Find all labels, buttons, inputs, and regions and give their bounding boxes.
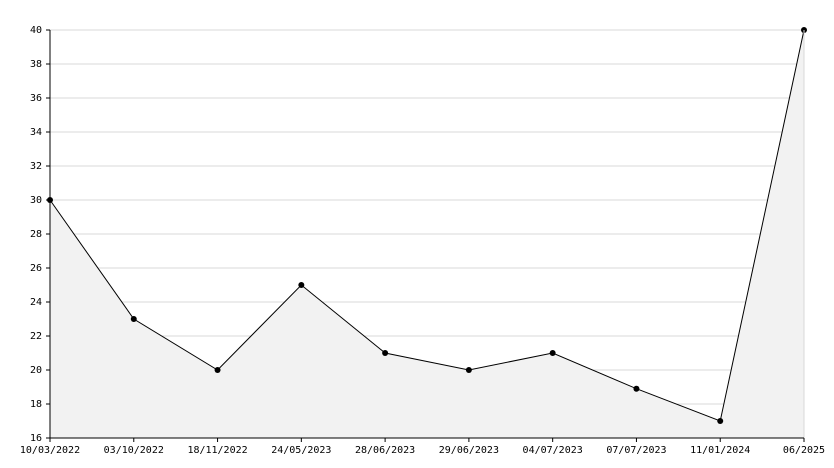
area: [50, 30, 804, 438]
point-marker: [633, 385, 640, 392]
point-marker: [298, 282, 305, 288]
x-tick-label: 18/11/2022: [187, 445, 247, 456]
point-marker: [717, 418, 724, 424]
point-marker: [214, 367, 221, 373]
y-tick-label: 40: [30, 25, 42, 36]
y-tick-label: 24: [30, 297, 42, 308]
point-marker: [382, 350, 389, 356]
y-tick-label: 20: [30, 365, 42, 376]
x-tick-label: 03/10/2022: [104, 445, 164, 456]
y-tick-label: 36: [30, 93, 42, 104]
y-tick-label: 16: [30, 433, 42, 444]
point-marker: [549, 350, 556, 356]
y-tick-label: 26: [30, 263, 42, 274]
y-tick-label: 18: [30, 399, 42, 410]
y-tick-label: 34: [30, 127, 42, 138]
x-tick-label: 24/05/2023: [271, 445, 331, 456]
point-marker: [130, 316, 137, 322]
x-tick-label: 07/07/2023: [606, 445, 666, 456]
y-tick-label: 30: [30, 195, 42, 206]
x-tick-label: 06/2025: [783, 445, 825, 456]
x-tick-label: 11/01/2024: [690, 445, 750, 456]
point-marker: [465, 367, 472, 373]
y-tick-label: 22: [30, 331, 42, 342]
x-tick-label: 04/07/2023: [523, 445, 583, 456]
x-tick-label: 10/03/2022: [20, 445, 80, 456]
line: [49, 29, 805, 422]
x-tick-label: 29/06/2023: [439, 445, 499, 456]
y-tick-label: 32: [30, 161, 42, 172]
x-tick-label: 28/06/2023: [355, 445, 415, 456]
y-tick-label: 28: [30, 229, 42, 240]
y-tick-label: 38: [30, 59, 42, 70]
